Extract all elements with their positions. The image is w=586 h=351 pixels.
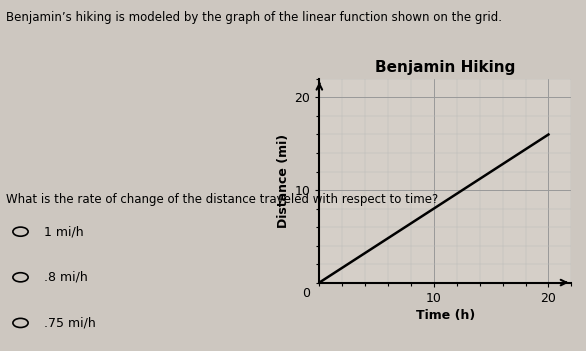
Text: 1 mi/h: 1 mi/h [44,225,84,238]
Text: Benjamin’s hiking is modeled by the graph of the linear function shown on the gr: Benjamin’s hiking is modeled by the grap… [6,11,502,24]
Title: Benjamin Hiking: Benjamin Hiking [375,60,516,75]
Y-axis label: Distance (mi): Distance (mi) [277,134,290,228]
Text: .75 mi/h: .75 mi/h [44,316,96,330]
Text: What is the rate of change of the distance traveled with respect to time?: What is the rate of change of the distan… [6,193,438,206]
X-axis label: Time (h): Time (h) [415,309,475,322]
Text: 0: 0 [302,287,309,300]
Text: .8 mi/h: .8 mi/h [44,271,88,284]
